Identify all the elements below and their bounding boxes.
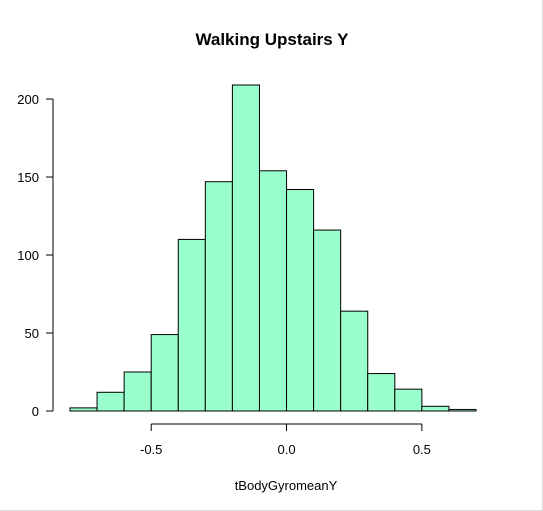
x-axis: -0.5 0.0 0.5 [140, 423, 431, 457]
x-tick-label: 0.5 [413, 442, 431, 457]
histogram-bar-14 [448, 408, 477, 412]
y-tick-label: 200 [17, 92, 39, 107]
histogram-bar-2 [123, 371, 152, 412]
histogram-bar-10 [340, 310, 369, 412]
y-tick-label: 150 [17, 170, 39, 185]
histogram-bar-9 [313, 229, 342, 412]
chart-title: Walking Upstairs Y [195, 30, 349, 49]
x-tick-label: -0.5 [140, 442, 162, 457]
histogram-bar-12 [394, 388, 423, 412]
histogram-bar-0 [69, 407, 98, 412]
histogram-bar-6 [231, 84, 260, 412]
y-tick-label: 100 [17, 248, 39, 263]
histogram-bar-13 [421, 405, 450, 412]
histogram-bar-7 [258, 170, 288, 412]
y-tick-label: 0 [32, 404, 39, 419]
histogram-bar-1 [96, 391, 125, 412]
y-axis: 0 50 100 150 200 [17, 92, 54, 419]
y-tick-label: 50 [25, 326, 39, 341]
histogram-bar-3 [150, 334, 179, 412]
x-axis-label: tBodyGyromeanY [235, 478, 338, 493]
bars-group [69, 84, 477, 412]
histogram-bar-11 [367, 373, 396, 412]
x-tick-label: 0.0 [277, 442, 295, 457]
histogram-bar-8 [286, 189, 315, 412]
histogram-bar-5 [204, 181, 233, 412]
histogram-bar-4 [177, 238, 206, 412]
